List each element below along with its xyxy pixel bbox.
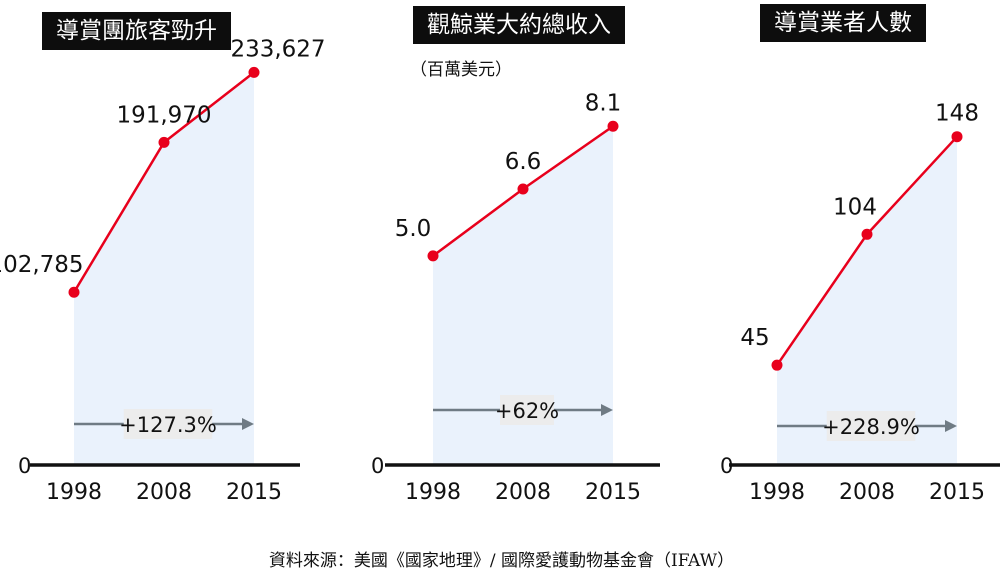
area-fill: [433, 126, 613, 465]
data-label: 8.1: [585, 90, 622, 116]
chart-1-title: 導賞團旅客勁升: [42, 12, 231, 50]
growth-arrow-head: [242, 418, 254, 430]
growth-label: +127.3%: [119, 413, 217, 437]
growth-label-bg: [123, 409, 213, 439]
data-point: [248, 66, 260, 78]
data-label: 45: [740, 325, 769, 351]
chart-3-title: 導賞業者人數: [760, 4, 926, 42]
data-point: [607, 120, 619, 132]
x-tick-label: 2015: [929, 480, 985, 505]
area-fill: [777, 136, 957, 465]
x-tick-label: 2008: [136, 480, 192, 505]
growth-label-bg: [826, 411, 916, 441]
y-tick-label: 0: [18, 454, 31, 478]
data-point: [861, 228, 873, 240]
x-tick-label: 1998: [46, 480, 102, 505]
growth-arrow-head: [601, 404, 613, 416]
x-tick-label: 2008: [495, 480, 551, 505]
data-label: 5.0: [395, 216, 432, 242]
growth-label-bg: [500, 395, 554, 425]
growth-label: +228.9%: [822, 415, 920, 439]
x-tick-label: 2008: [839, 480, 895, 505]
data-point: [951, 131, 963, 143]
data-label: 6.6: [505, 149, 542, 175]
chart-2-title: 觀鯨業大約總收入: [413, 6, 625, 44]
data-label: 104: [833, 194, 877, 220]
growth-label: +62%: [495, 399, 559, 423]
data-label: 102,785: [0, 252, 84, 278]
x-tick-label: 1998: [405, 480, 461, 505]
data-point: [68, 286, 80, 298]
x-tick-label: 2015: [585, 480, 641, 505]
data-point: [517, 183, 529, 195]
y-tick-label: 0: [371, 454, 384, 478]
x-tick-label: 1998: [749, 480, 805, 505]
x-tick-label: 2015: [226, 480, 282, 505]
growth-arrow-head: [945, 420, 957, 432]
data-point: [158, 136, 170, 148]
area-fill: [74, 72, 254, 465]
data-point: [427, 250, 439, 262]
data-label: 148: [935, 101, 979, 127]
chart-2-unit: （百萬美元）: [410, 60, 512, 80]
y-tick-label: 0: [720, 454, 733, 478]
data-point: [771, 359, 783, 371]
source-note: 資料來源：美國《國家地理》/ 國際愛護動物基金會（IFAW）: [268, 551, 735, 571]
data-label: 191,970: [116, 102, 211, 128]
data-label: 233,627: [230, 36, 325, 62]
